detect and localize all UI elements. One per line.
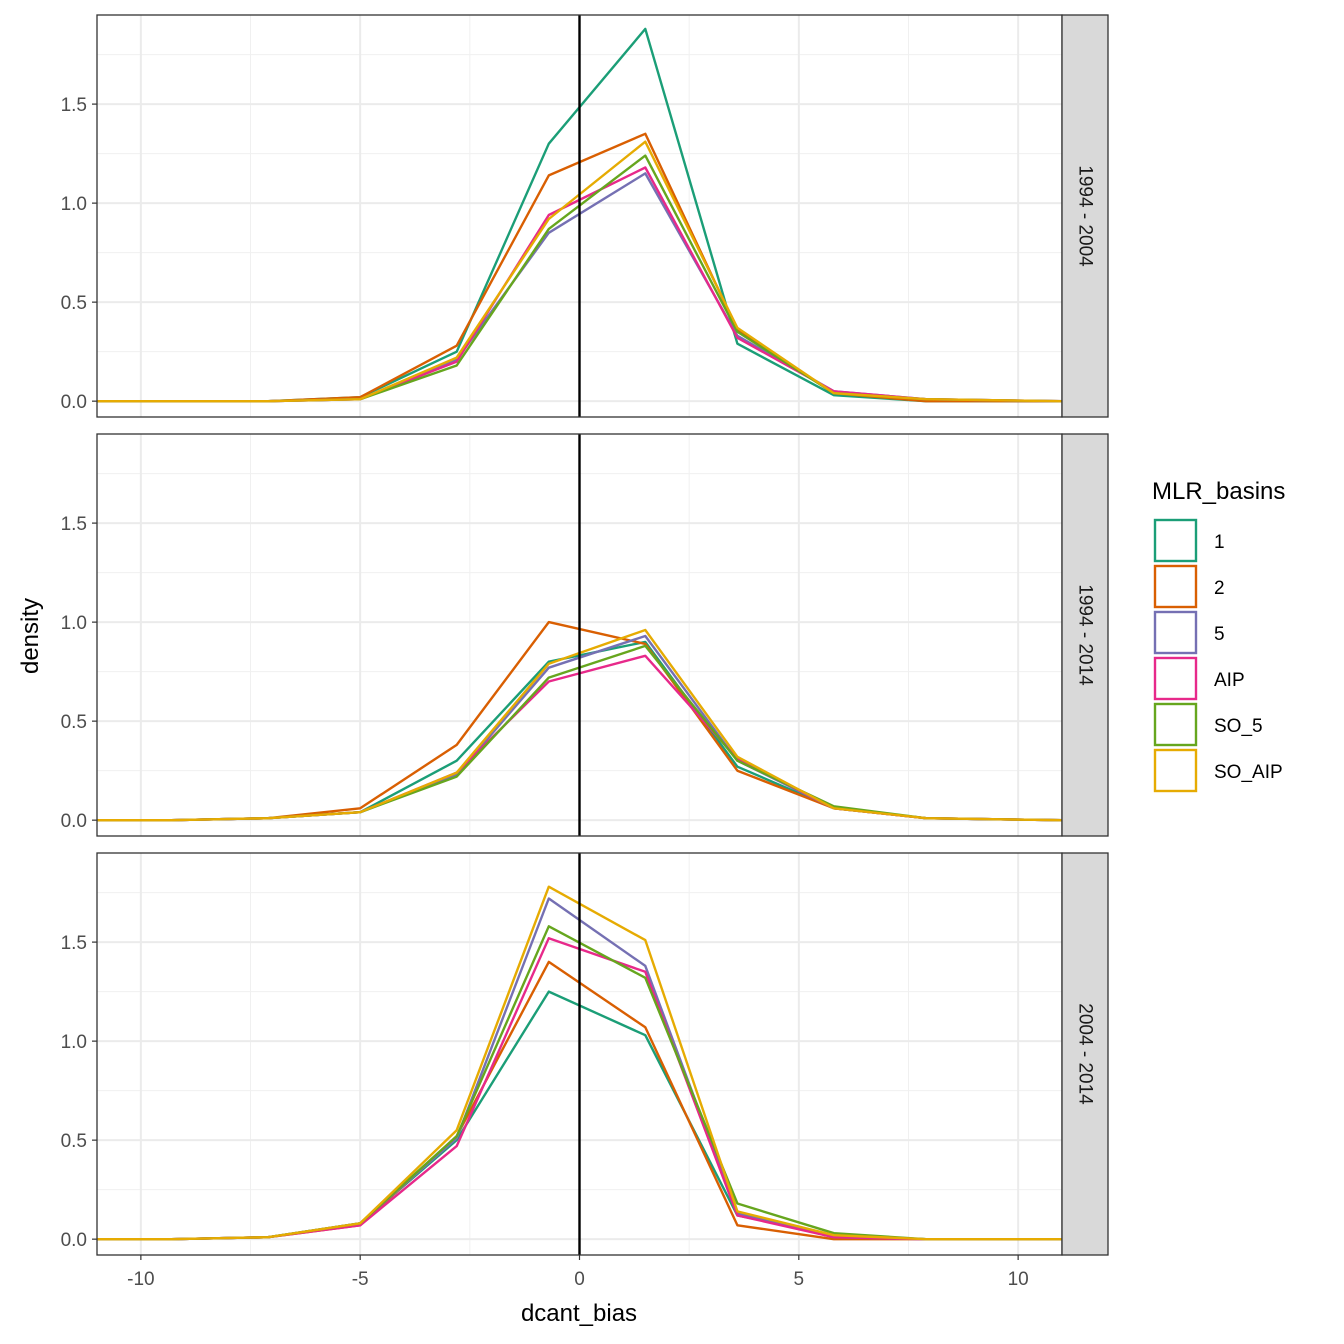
facet-strip	[1061, 433, 1109, 837]
series-line-so-aip	[97, 628, 1063, 822]
y-tick-label: 0.5	[61, 712, 87, 733]
x-axis: -10 -5 0 5 10	[127, 1255, 1029, 1290]
legend-item-aip: AIP	[1153, 656, 1245, 701]
x-tick-label: -10	[127, 1269, 154, 1290]
y-tick-label: 1.5	[61, 514, 87, 535]
legend-item-1: 1	[1153, 518, 1225, 563]
y-tick-label: 1.0	[61, 1032, 87, 1053]
legend-item-2: 2	[1153, 564, 1225, 609]
panel-1994-2004: 0.0 0.5 1.0 1.5 1994 - 2004	[61, 14, 1109, 418]
facet-strip-label: 1994 - 2014	[1075, 584, 1096, 686]
legend-key	[1153, 748, 1198, 793]
legend-item-so-5: SO_5	[1153, 702, 1263, 747]
y-tick-label: 0.0	[61, 811, 87, 832]
x-tick-label: 0	[574, 1269, 585, 1290]
y-tick-label: 0.0	[61, 392, 87, 413]
x-tick-label: -5	[352, 1269, 369, 1290]
panel-1994-2014: 0.0 0.5 1.0 1.5 1994 - 2014	[61, 433, 1109, 837]
legend-label: AIP	[1214, 670, 1245, 691]
facet-strip	[1061, 852, 1109, 1256]
y-tick-label: 1.5	[61, 95, 87, 116]
legend-title: MLR_basins	[1152, 478, 1285, 505]
y-axis-title: density	[17, 598, 44, 674]
x-tick-label: 5	[794, 1269, 805, 1290]
y-tick-label: 0.0	[61, 1230, 87, 1251]
legend: MLR_basins 1 2 5 AIP SO_5 SO_AIP	[1152, 478, 1285, 793]
y-tick-label: 1.0	[61, 613, 87, 634]
legend-label: SO_AIP	[1214, 762, 1283, 783]
legend-key	[1153, 656, 1198, 701]
y-tick-label: 1.5	[61, 933, 87, 954]
panels-layer: 0.0 0.5 1.0 1.5 1994 - 2004 0.0 0.5 1.0 1.5 1994 …	[61, 14, 1109, 1256]
series-line-so-aip	[97, 140, 1063, 403]
legend-key	[1153, 518, 1198, 563]
y-tick-label: 0.5	[61, 1131, 87, 1152]
series-line-so-aip	[97, 885, 1062, 1241]
legend-key	[1153, 610, 1198, 655]
legend-key	[1153, 564, 1198, 609]
legend-label: 5	[1214, 624, 1225, 645]
legend-key	[1153, 702, 1198, 747]
x-tick-label: 10	[1008, 1269, 1029, 1290]
legend-label: 1	[1214, 532, 1225, 553]
legend-label: SO_5	[1214, 716, 1263, 737]
y-tick-label: 1.0	[61, 194, 87, 215]
x-axis-title: dcant_bias	[521, 1300, 637, 1327]
legend-label: 2	[1214, 578, 1225, 599]
facet-strip	[1061, 14, 1109, 418]
facet-strip-label: 2004 - 2014	[1075, 1003, 1096, 1105]
panel-2004-2014: 0.0 0.5 1.0 1.5 2004 - 2014	[61, 852, 1109, 1256]
facet-strip-label: 1994 - 2004	[1075, 165, 1096, 267]
legend-item-5: 5	[1153, 610, 1225, 655]
legend-item-so-aip: SO_AIP	[1153, 748, 1283, 793]
y-tick-label: 0.5	[61, 293, 87, 314]
